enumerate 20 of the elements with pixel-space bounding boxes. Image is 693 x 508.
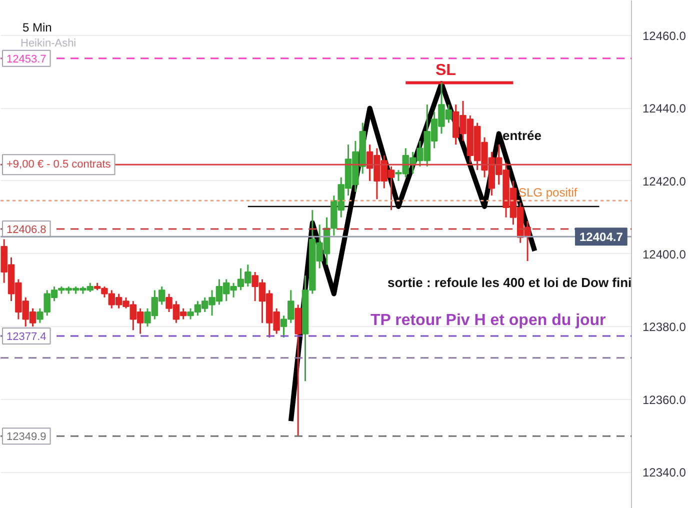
y-tick-label: 12440.0 xyxy=(642,102,686,116)
y-tick-label: 12340.0 xyxy=(642,466,686,480)
y-tick-label: 12420.0 xyxy=(642,174,686,188)
annotation: SLG positif xyxy=(518,186,578,200)
annotation: SL xyxy=(436,62,456,79)
annotation: 5 Min xyxy=(22,20,52,34)
ref-line-label: 12453.7 xyxy=(6,53,46,66)
ref-line-label: 12404.7 xyxy=(580,230,624,244)
y-tick-label: 12360.0 xyxy=(642,392,686,407)
annotation: entrée xyxy=(502,128,542,143)
y-tick-label: 12380.0 xyxy=(642,320,686,334)
ref-line-label: 12377.4 xyxy=(6,331,46,344)
annotation: Heikin-Ashi xyxy=(20,38,76,50)
annotation: sortie : refoule les 400 et loi de Dow fini xyxy=(388,275,632,290)
y-tick-label: 12460.0 xyxy=(642,28,686,43)
annotation: TP retour Piv H et open du jour xyxy=(370,312,606,329)
y-tick-label: 12400.0 xyxy=(642,247,686,262)
ref-line-label: +9,00 € - 0.5 contrats xyxy=(6,158,112,171)
ref-line-label: 12349.9 xyxy=(6,431,46,444)
ref-line-label: 12406.8 xyxy=(6,224,46,236)
